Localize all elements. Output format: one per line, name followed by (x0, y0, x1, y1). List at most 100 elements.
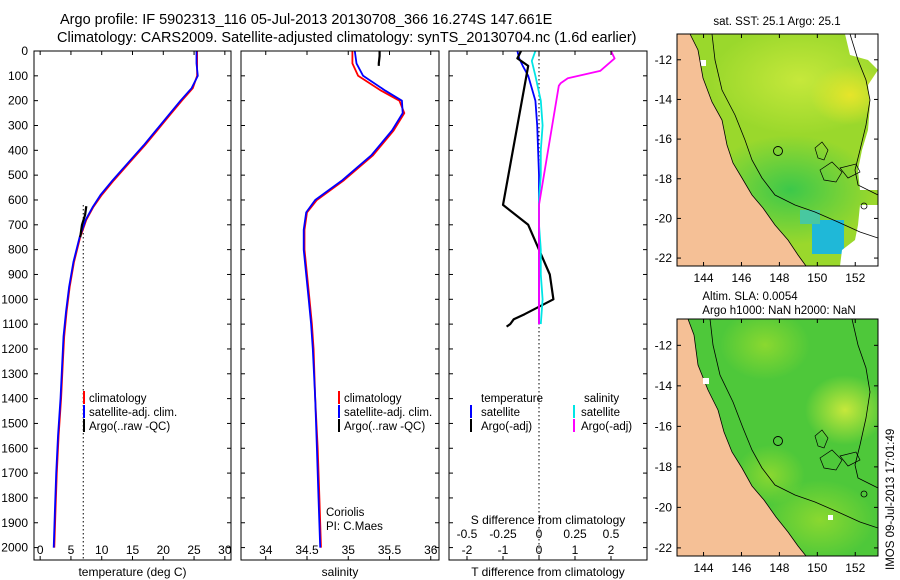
salinity-difference-tick-label: -0.5 (457, 527, 478, 541)
map-longitude-label: 150 (807, 271, 827, 285)
map-latitude-label: -20 (655, 500, 673, 514)
temperature-series-line-1 (52, 51, 199, 548)
legend-label-temp-argo: Argo(-adj) (481, 421, 532, 433)
difference-series-line-2 (530, 51, 544, 325)
salinity-panel: 34 34.5 35 35.5 36 salinity (240, 50, 440, 579)
legend-label-argo: Argo(..raw -QC) (344, 421, 425, 433)
map-latitude-label: -16 (655, 419, 673, 433)
depth-tick-label: 0 (21, 44, 28, 58)
temperature-series-line-2 (79, 206, 88, 238)
reef-outline-3 (839, 451, 861, 467)
map-longitude-label: 144 (694, 561, 714, 575)
map-latitude-label: -14 (655, 92, 673, 106)
difference-x-tick-label: -1 (498, 543, 509, 557)
difference-series-line-3 (538, 51, 616, 325)
isobath-2000m (851, 319, 878, 489)
temperature-legend: climatology satellite-adj. clim. Argo(..… (83, 391, 177, 433)
coastline (687, 319, 807, 556)
depth-tick-label: 700 (8, 218, 28, 232)
depth-tick-label: 800 (8, 243, 28, 257)
reef-outline-2 (819, 161, 843, 183)
temperature-series-line-0 (53, 51, 199, 548)
salinity-x-tick-label: 34.5 (295, 543, 319, 557)
legend-label-satellite-adj: satellite-adj. clim. (344, 407, 432, 419)
s-difference-label: S difference from climatology (471, 513, 626, 527)
temperature-x-tick-label: 0 (37, 543, 44, 557)
sla-nodata-cell-2 (828, 515, 833, 520)
salinity-series-group (302, 51, 406, 548)
depth-tick-label: 1200 (1, 342, 28, 356)
timestamp-watermark: IMOS 09-Jul-2013 17:01:49 (885, 429, 897, 570)
difference-x-tick-label: 0 (536, 543, 543, 557)
legend-label-climatology: climatology (89, 393, 147, 405)
legend-label-temp-satellite: satellite (481, 407, 520, 419)
legend-title-temperature: temperature (481, 393, 543, 405)
temperature-plot-frame (33, 50, 232, 561)
reef-outline-2 (819, 449, 843, 471)
salinity-series-line-1 (302, 51, 404, 548)
map-longitude-label: 148 (769, 561, 789, 575)
sla-high-patch-2 (805, 375, 878, 445)
difference-x-tick-label: 1 (572, 543, 579, 557)
sst-map: sat. SST: 25.1 Argo: 25.1 144 146 148 150 15… (655, 16, 879, 285)
temperature-series-group (52, 51, 199, 548)
map-latitude-label: -14 (655, 379, 673, 393)
sla-map-subtitle: Argo h1000: NaN h2000: NaN (702, 305, 855, 317)
sst-map-ticks: 144 146 148 150 152 -12 -14 -16 -18 -20 -22 (655, 34, 878, 285)
map-latitude-label: -18 (655, 172, 673, 186)
sst-nodata-southeast (840, 205, 878, 266)
depth-tick-label: 1500 (1, 416, 28, 430)
salinity-x-tick-label: 36 (424, 543, 438, 557)
difference-plot-frame (448, 50, 648, 561)
sst-nodata-east (845, 34, 878, 190)
annotation-coriolis: Coriolis (326, 507, 365, 519)
depth-tick-label: 1600 (1, 441, 28, 455)
depth-tick-label: 1000 (1, 292, 28, 306)
isobath-1000m (709, 319, 878, 529)
salinity-x-tick-label: 34 (259, 543, 273, 557)
map-latitude-label: -22 (655, 541, 673, 555)
map-latitude-label: -20 (655, 211, 673, 225)
reef-outline-3 (839, 163, 861, 179)
map-longitude-label: 146 (731, 561, 751, 575)
temperature-panel: 0100200300400500600700800900100011001200… (1, 44, 232, 579)
sla-map: Altim. SLA: 0.0054 Argo h1000: NaN h2000… (655, 291, 879, 575)
map-latitude-label: -22 (655, 251, 673, 265)
sla-map-ticks: 144 146 148 150 152 -12 -14 -16 -18 -20 -22 (655, 319, 878, 575)
salinity-series-line-2 (377, 51, 381, 66)
difference-series-line-0 (516, 51, 540, 325)
reef-outline-1 (814, 141, 829, 161)
coastline (689, 34, 807, 266)
temperature-x-axis-label: temperature (deg C) (78, 565, 186, 579)
legend-label-argo: Argo(..raw -QC) (89, 421, 170, 433)
depth-tick-label: 900 (8, 267, 28, 281)
salinity-difference-tick-label: -0.25 (489, 527, 517, 541)
map-latitude-label: -12 (655, 338, 673, 352)
depth-tick-label: 1400 (1, 392, 28, 406)
sla-map-title: Altim. SLA: 0.0054 (702, 291, 798, 303)
salinity-legend: climatology satellite-adj. clim. Argo(..… (326, 391, 432, 533)
argo-float-marker (773, 436, 783, 446)
reef-outline-1 (814, 429, 829, 449)
depth-tick-label: 1300 (1, 367, 28, 381)
depth-tick-label: 1700 (1, 466, 28, 480)
reef-island-marker (860, 202, 868, 210)
map-longitude-label: 150 (807, 561, 827, 575)
difference-x-tick-label: 2 (608, 543, 615, 557)
depth-tick-label: 600 (8, 193, 28, 207)
difference-panel: -2 -1 0 1 2 -0.5 -0.25 0 0.25 0.5 T difference fro… (448, 50, 648, 579)
salinity-difference-tick-label: 0.5 (603, 527, 620, 541)
title-line-1: Argo profile: IF 5902313_116 05-Jul-2013… (60, 12, 553, 28)
salinity-x-tick-label: 35.5 (378, 543, 402, 557)
annotation-pi: PI: C.Maes (326, 521, 383, 533)
sst-nodata-cell (700, 60, 706, 66)
salinity-x-axis-label: salinity (322, 565, 359, 579)
sst-map-frame (676, 33, 879, 267)
depth-tick-label: 400 (8, 143, 28, 157)
sla-nodata-cell (703, 378, 709, 384)
legend-title-salinity: salinity (584, 393, 619, 405)
difference-legend: temperature salinity satellite Argo(-adj… (470, 393, 632, 527)
temperature-x-tick-label: 5 (68, 543, 75, 557)
depth-tick-label: 1800 (1, 491, 28, 505)
